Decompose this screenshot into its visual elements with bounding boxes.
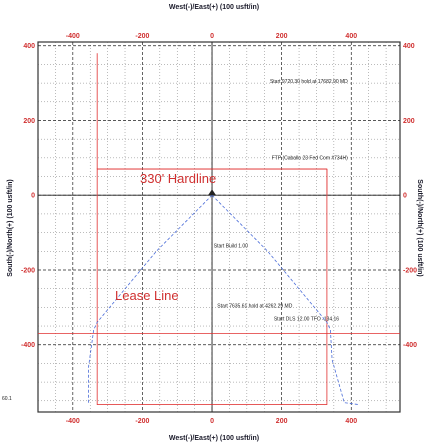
annotations: Start 9720.30 hold at 17682.90 MD FTP (Ca… xyxy=(214,79,348,322)
annotation-start_hold_mid: Start 7635.61 hold at 4262.29 MD xyxy=(217,303,292,309)
annotation-start_hold_top: Start 9720.30 hold at 17682.90 MD xyxy=(270,79,348,85)
y-tick-label-right: -200 xyxy=(403,267,417,274)
x-axis-title-top: West(-)/East(+) (100 usft/in) xyxy=(169,4,259,11)
x-tick-label-bottom: 200 xyxy=(276,418,288,425)
y-axis-title-left: South(-)/North(+) (100 usft/in) xyxy=(7,179,14,276)
series-well_east xyxy=(211,194,359,405)
x-tick-label-bottom: -200 xyxy=(135,418,149,425)
hardline-label: 330' Hardline xyxy=(140,171,216,186)
y-tick-label-left: -400 xyxy=(21,342,35,349)
y-tick-label-right: -400 xyxy=(403,342,417,349)
y-tick-label-left: 400 xyxy=(23,43,35,50)
y-tick-label-left: 200 xyxy=(23,118,35,125)
y-tick-label-left: -200 xyxy=(21,267,35,274)
tick-labels: -400 -400 -200 -200 0 0 200 200 400 400 400 400 200 2… xyxy=(21,33,417,425)
corner-label: 60.1 xyxy=(2,396,12,402)
x-tick-label-top: -400 xyxy=(66,33,80,40)
y-tick-label-left: 0 xyxy=(31,193,35,200)
surface-location-marker xyxy=(208,189,217,196)
series-well_west xyxy=(88,194,213,403)
x-tick-label-bottom: -400 xyxy=(66,418,80,425)
y-tick-label-right: 400 xyxy=(403,43,415,50)
x-tick-label-top: 400 xyxy=(345,33,357,40)
annotation-start_dls: Start DLS 12.00 TFO -134.16 xyxy=(274,316,339,322)
y-tick-label-right: 200 xyxy=(403,118,415,125)
lease-line-label: Lease Line xyxy=(115,288,179,303)
x-tick-label-bottom: 0 xyxy=(210,418,214,425)
y-tick-label-right: 0 xyxy=(403,193,407,200)
y-axis-title-right: South(-)/North(+) (100 usft/in) xyxy=(416,179,423,276)
x-tick-label-bottom: 400 xyxy=(345,418,357,425)
x-tick-label-top: -200 xyxy=(135,33,149,40)
grid xyxy=(37,41,401,413)
x-axis-title-bottom: West(-)/East(+) (100 usft/in) xyxy=(169,435,259,442)
plot-lines xyxy=(38,53,400,405)
plot-border xyxy=(37,41,401,413)
x-tick-label-top: 200 xyxy=(276,33,288,40)
annotation-start_build: Start Build 1.00 xyxy=(214,244,248,250)
annotation-ftp: FTP (Caballo 23 Fed Com #734H) xyxy=(272,156,348,162)
x-tick-label-top: 0 xyxy=(210,33,214,40)
